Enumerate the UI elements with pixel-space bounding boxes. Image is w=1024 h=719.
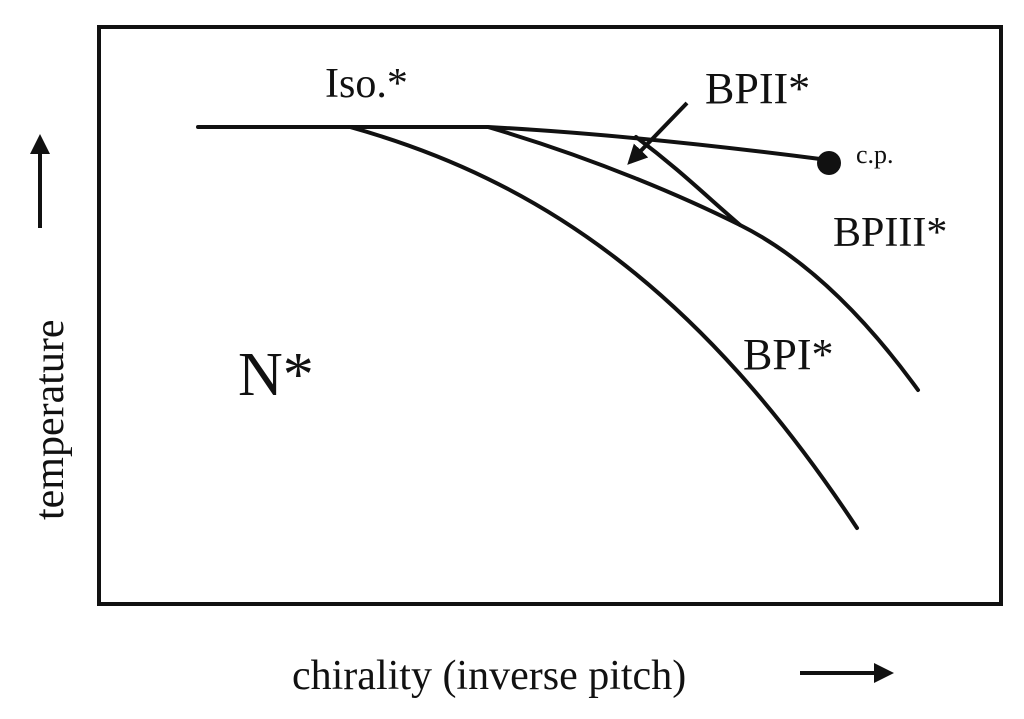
bp2-region-curve [634,135,742,227]
critical-point-dot [817,151,841,175]
critical-point-label: c.p. [856,140,894,169]
y-axis-label: temperature [27,319,73,520]
phase-label-cholesteric: N* [238,341,314,409]
phase-label-isotropic: Iso.* [325,61,408,107]
phase-label-bp3: BPIII* [833,210,947,256]
bp1-bp3-boundary-curve [486,125,920,392]
n-bp1-boundary-curve [348,125,859,530]
bp2-pointer-arrow [627,101,689,165]
iso-boundary-curve [196,125,830,162]
phase-label-bp1: BPI* [743,330,833,379]
x-axis-label: chirality (inverse pitch) [292,653,686,699]
phase-label-bp2: BPII* [705,64,810,113]
plot-frame [97,25,1003,606]
